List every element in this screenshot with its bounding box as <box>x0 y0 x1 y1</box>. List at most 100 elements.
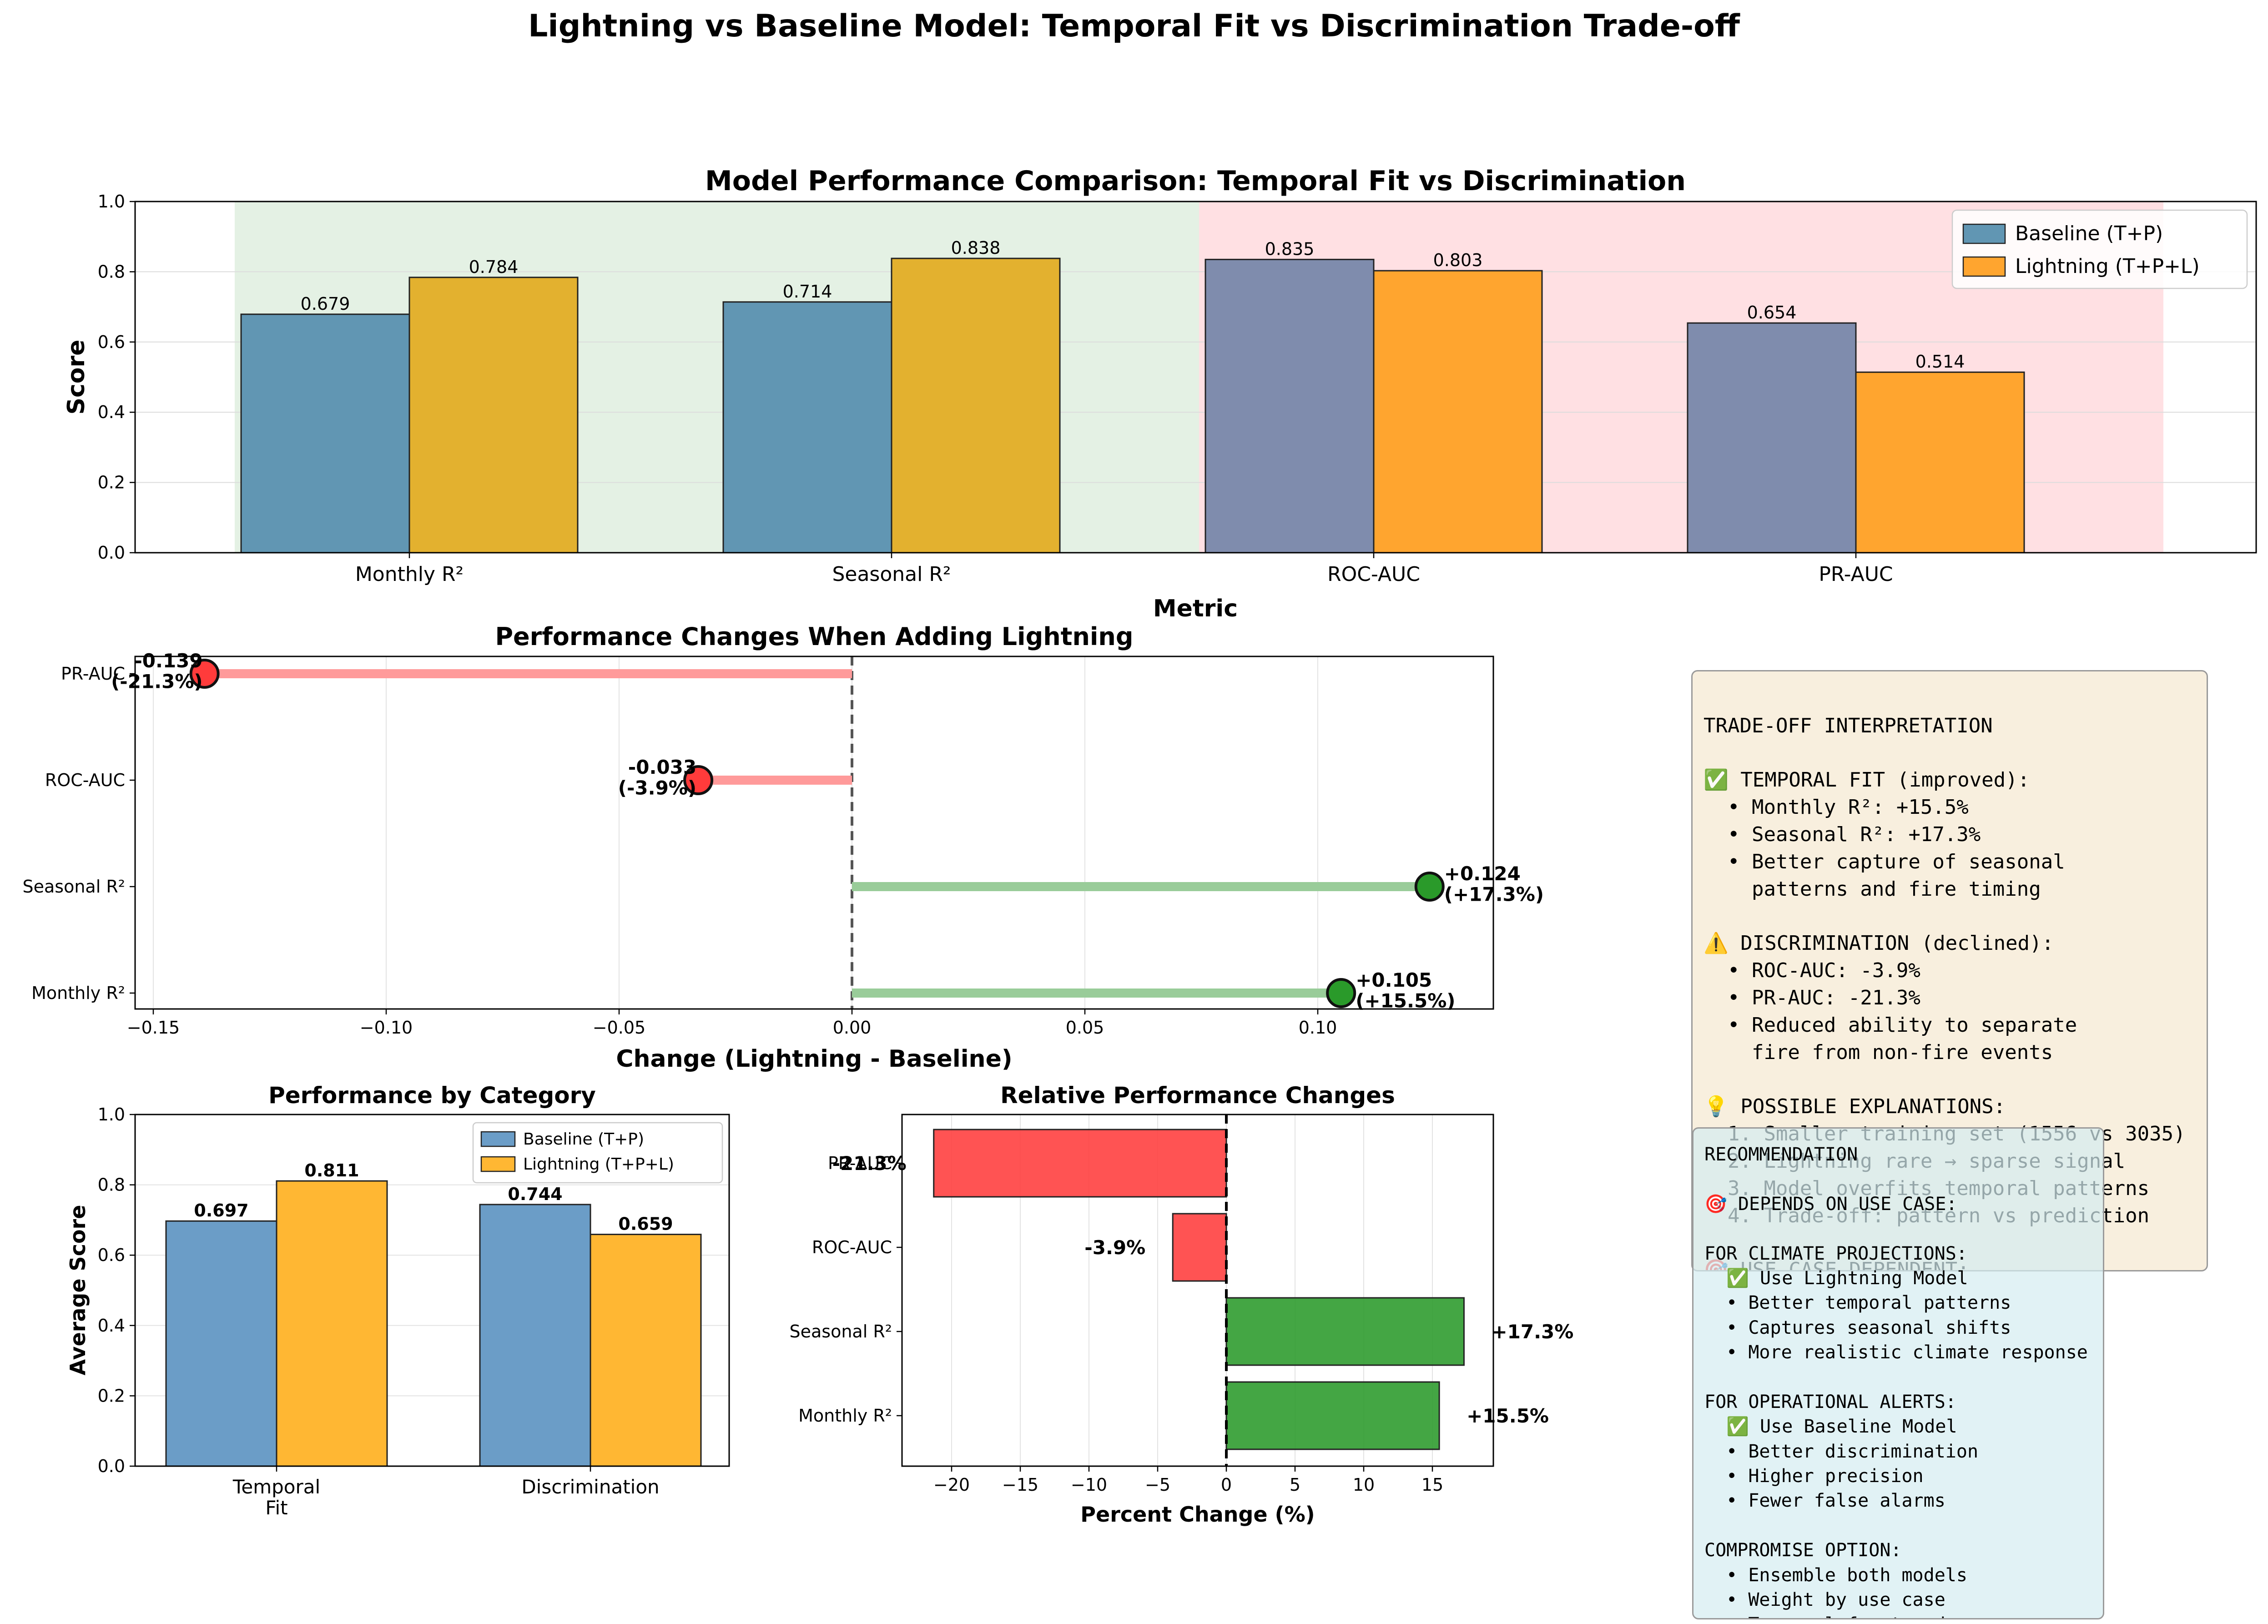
y-tick-label: 0.4 <box>98 1316 125 1336</box>
y-tick-label: 0.0 <box>98 1456 125 1476</box>
legend-swatch <box>480 1131 516 1147</box>
legend-entry: Lightning (T+P+L) <box>2015 255 2200 278</box>
y-tick-label: ROC-AUC <box>812 1237 892 1257</box>
x-tick-label: PR-AUC <box>1819 563 1893 586</box>
x-tick-label: Seasonal R² <box>832 563 951 586</box>
y-tick-label: ROC-AUC <box>45 770 125 790</box>
baseline-bar <box>240 313 410 554</box>
legend-entry: Lightning (T+P+L) <box>523 1155 674 1174</box>
legend-swatch <box>480 1156 516 1172</box>
percent-bar <box>1225 1297 1465 1366</box>
bar-value-label: 0.514 <box>1915 352 1965 372</box>
y-tick-label: Seasonal R² <box>23 877 125 897</box>
x-tick-label: Discrimination <box>521 1476 659 1498</box>
plot-frame <box>134 1114 730 1467</box>
lightning-bar <box>1373 270 1543 554</box>
chart-title: Relative Performance Changes <box>1000 1082 1395 1109</box>
percent-bar <box>1225 1381 1440 1450</box>
x-tick-label: −15 <box>1002 1475 1038 1495</box>
bar-value-label: 0.811 <box>304 1160 359 1180</box>
bar-value-label: 0.744 <box>508 1184 562 1204</box>
change-label: +0.105 (+15.5%) <box>1356 969 1455 1012</box>
percent-label: +17.3% <box>1491 1321 1573 1343</box>
x-tick-label: 0 <box>1221 1475 1232 1495</box>
chart-title: Performance by Category <box>268 1082 596 1109</box>
percent-label: -21.3% <box>832 1152 907 1175</box>
legend-entry: Baseline (T+P) <box>523 1130 644 1149</box>
y-axis-label: Average Score <box>66 1205 90 1376</box>
percent-label: -3.9% <box>1084 1236 1145 1259</box>
percent-label: +15.5% <box>1467 1405 1549 1427</box>
baseline-bar <box>479 1204 591 1467</box>
x-tick-label: −0.15 <box>127 1018 180 1038</box>
baseline-bar <box>165 1220 277 1467</box>
x-tick-label: 0.05 <box>1066 1018 1104 1038</box>
y-tick-label: 1.0 <box>98 1105 125 1125</box>
y-tick-label: 0.4 <box>98 402 125 422</box>
baseline-bar <box>1205 258 1375 554</box>
relative-chart: −20 −15 −10 −5 0 5 10 15 +15.5% Monthly R² +17.3% S… <box>790 1082 1574 1527</box>
category-chart: 0.0 0.2 0.4 0.6 0.8 1.0 0.697 0.744 0.811 0.659 Te… <box>66 1082 730 1519</box>
x-axis-label: Percent Change (%) <box>1080 1502 1315 1527</box>
legend-frame <box>1951 209 2248 289</box>
changes-chart: −0.15 −0.10 −0.05 0.00 0.05 0.10 +0.105 (+15.5%… <box>23 622 1544 1073</box>
plot-frame <box>901 1114 1494 1467</box>
legend: Baseline (T+P) Lightning (T+P+L) <box>472 1122 723 1184</box>
bar-value-label: 0.659 <box>618 1214 673 1234</box>
x-tick-label: ROC-AUC <box>1327 563 1420 586</box>
y-tick-label: 0.2 <box>98 473 125 493</box>
y-axis-label: Score <box>63 340 90 415</box>
bar-value-label: 0.714 <box>783 282 832 302</box>
recommendation-panel: RECOMMENDATION 🎯 DEPENDS ON USE CASE: FO… <box>1692 1127 2104 1619</box>
percent-bar <box>933 1129 1227 1198</box>
baseline-bar <box>722 301 892 554</box>
legend: Baseline (T+P) Lightning (T+P+L) <box>1951 209 2248 289</box>
change-point <box>189 659 220 689</box>
y-tick-label: PR-AUC <box>828 1153 892 1173</box>
y-tick-label: Monthly R² <box>31 983 125 1003</box>
bar-value-label: 0.697 <box>194 1200 248 1221</box>
lightning-bar <box>408 277 579 554</box>
x-tick-label: −0.10 <box>360 1018 413 1038</box>
lightning-bar <box>276 1180 388 1467</box>
percent-bar <box>1172 1213 1227 1282</box>
x-tick-label: Monthly R² <box>355 563 464 586</box>
change-point <box>683 765 714 795</box>
comparison-chart: 0.0 0.2 0.4 0.6 0.8 1.0 0.679 0.714 0.835 0.654 0.… <box>63 165 2257 622</box>
x-tick-label: −20 <box>933 1475 970 1495</box>
figure-title: Lightning vs Baseline Model: Temporal Fi… <box>528 8 1740 44</box>
y-tick-label: Monthly R² <box>798 1406 892 1426</box>
x-tick-label: 10 <box>1353 1475 1375 1495</box>
x-tick-label: 15 <box>1421 1475 1443 1495</box>
x-axis-label: Metric <box>1153 595 1238 622</box>
plot-frame <box>134 656 1494 1010</box>
x-tick-label: 0.00 <box>833 1018 872 1038</box>
x-tick-label: 0.10 <box>1299 1018 1337 1038</box>
x-axis-label: Change (Lightning - Baseline) <box>616 1045 1012 1073</box>
y-tick-label: 0.8 <box>98 262 125 282</box>
plot-frame <box>134 201 2257 554</box>
bar-value-label: 0.838 <box>951 238 1001 258</box>
lightning-bar <box>1855 371 2025 554</box>
change-label: -0.139 (-21.3%) <box>111 650 203 692</box>
y-tick-label: 0.0 <box>98 543 125 563</box>
lightning-bar <box>891 257 1061 554</box>
change-point <box>1414 872 1445 902</box>
lightning-bar <box>590 1234 702 1467</box>
y-tick-label: 0.2 <box>98 1386 125 1406</box>
x-tick-label: Temporal Fit <box>232 1476 320 1519</box>
baseline-bar <box>1687 322 1857 554</box>
y-tick-label: Seasonal R² <box>790 1321 892 1342</box>
bar-value-label: 0.654 <box>1747 303 1797 323</box>
x-tick-label: −10 <box>1071 1475 1107 1495</box>
legend-swatch <box>1962 223 2006 244</box>
x-tick-label: −5 <box>1145 1475 1170 1495</box>
legend-frame <box>472 1122 723 1184</box>
y-tick-label: 0.6 <box>98 332 125 352</box>
x-tick-label: 5 <box>1290 1475 1300 1495</box>
bar-value-label: 0.803 <box>1433 250 1483 270</box>
change-point <box>1326 978 1356 1008</box>
chart-title: Model Performance Comparison: Temporal F… <box>705 165 1686 197</box>
chart-title: Performance Changes When Adding Lightnin… <box>495 622 1133 651</box>
x-tick-label: −0.05 <box>593 1018 645 1038</box>
